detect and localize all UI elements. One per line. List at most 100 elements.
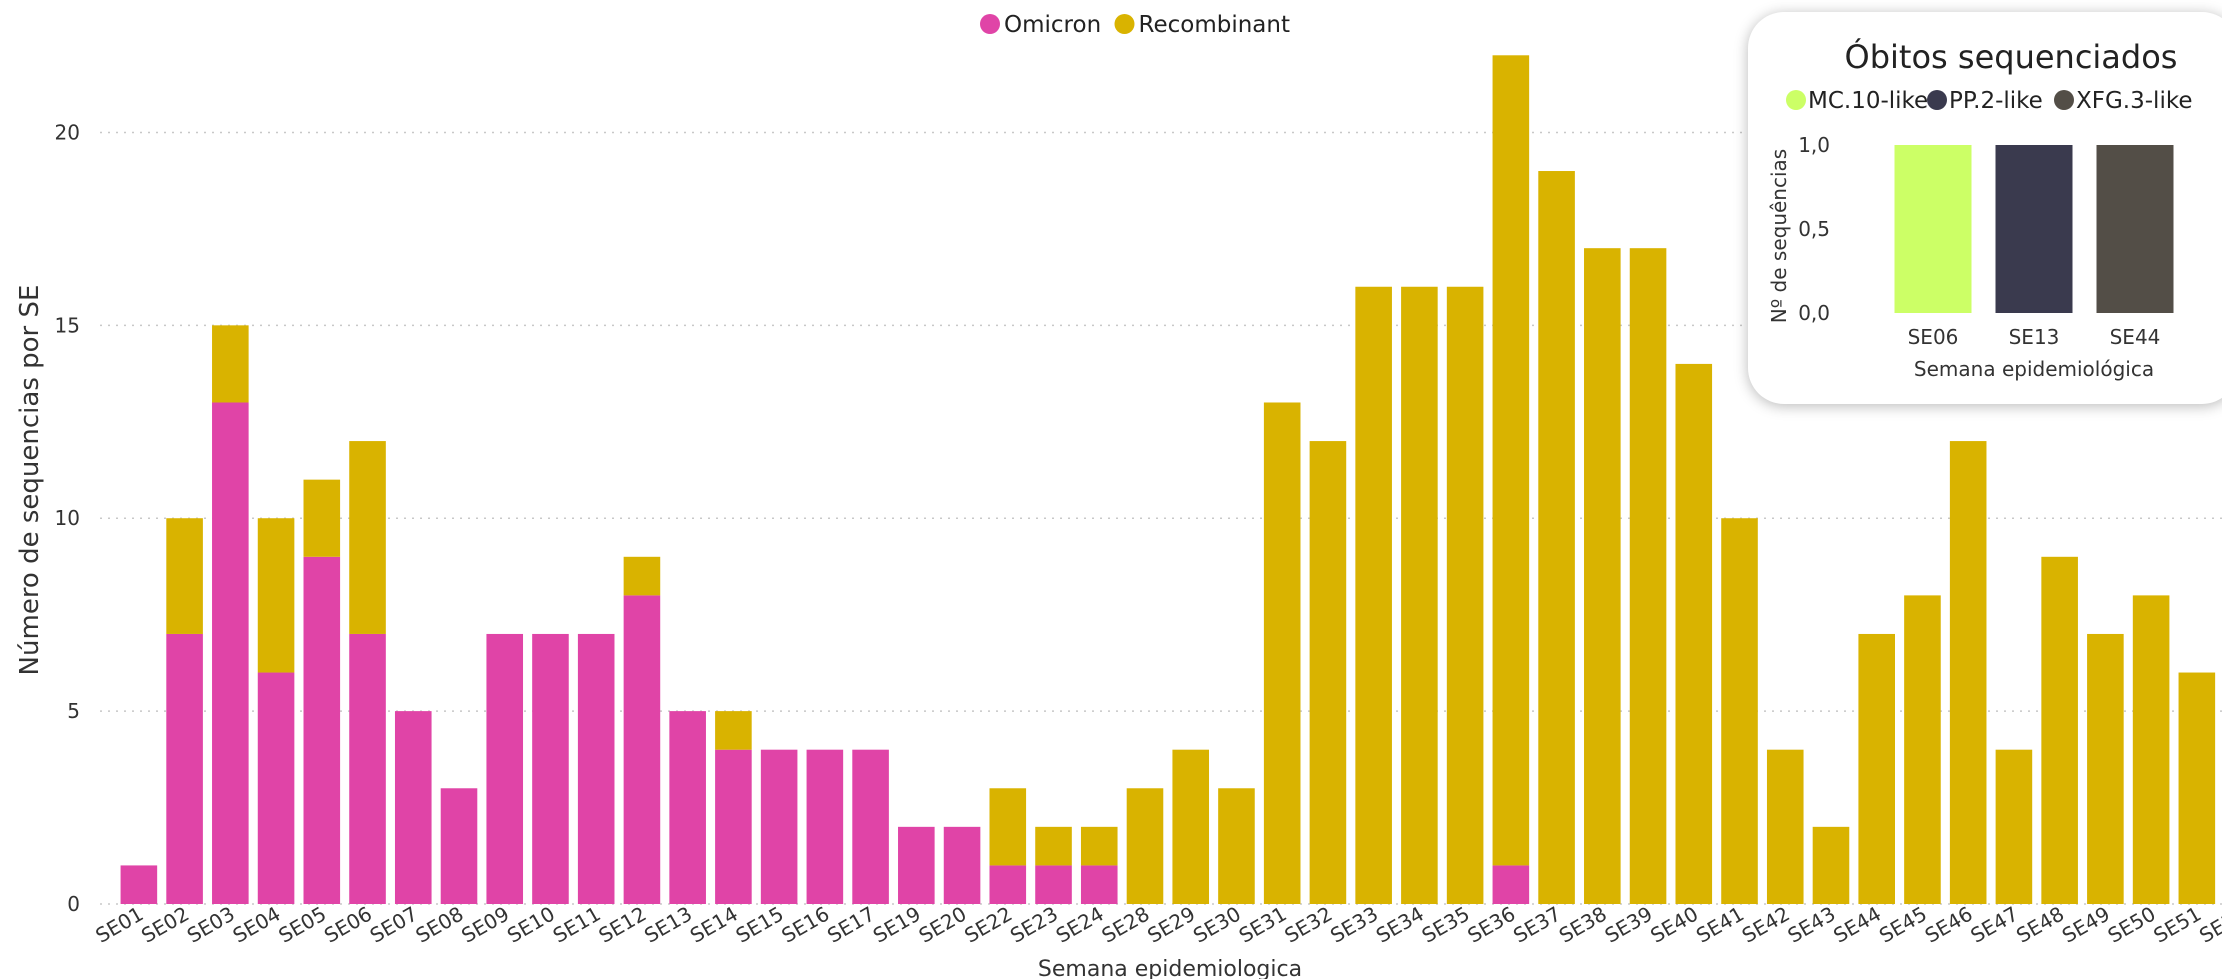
main-x-tick-label: SE49	[2058, 902, 2114, 948]
main-x-tick-label: SE32	[1280, 902, 1336, 948]
main-x-tick-label: SE34	[1372, 902, 1428, 948]
main-x-tick-label: SE13	[640, 902, 696, 948]
legend-label-omicron: Omicron	[1004, 12, 1101, 38]
bar-recombinant-se44	[1858, 633, 1896, 904]
main-y-axis-title: Número de sequencias por SE	[15, 285, 45, 676]
bar-recombinant-se28	[1126, 788, 1164, 904]
main-y-tick-label: 0	[67, 892, 80, 916]
bar-recombinant-se50	[2132, 595, 2170, 904]
bar-recombinant-se37	[1538, 171, 1575, 904]
inset-bars	[1894, 145, 2174, 313]
inset-legend-marker	[1786, 90, 1806, 110]
bar-recombinant-se51	[2178, 672, 2216, 904]
main-x-tick-label: SE37	[1509, 902, 1565, 948]
bar-recombinant-se40	[1675, 363, 1713, 904]
main-x-axis-ticks: SE01SE02SE03SE04SE05SE06SE07SE08SE09SE10…	[91, 902, 2222, 948]
main-x-tick-label: SE40	[1646, 902, 1702, 948]
main-x-tick-label: SE03	[183, 902, 239, 948]
bar-recombinant-se36	[1492, 55, 1530, 866]
main-x-tick-label: SE01	[91, 902, 147, 948]
inset-bar-se06	[1894, 145, 1972, 313]
main-y-tick-label: 5	[67, 699, 80, 723]
main-legend: Omicron Recombinant	[980, 12, 1290, 38]
main-x-tick-label: SE10	[503, 902, 559, 948]
bar-recombinant-se02	[166, 518, 203, 634]
bar-omicron-se06	[349, 633, 386, 904]
main-x-tick-label: SE43	[1784, 902, 1840, 948]
bar-recombinant-se47	[1995, 749, 2033, 904]
bar-omicron-se16	[806, 749, 844, 904]
inset-y-tick-label: 1,0	[1798, 133, 1830, 157]
inset-legend-label: MC.10-like	[1808, 88, 1928, 114]
main-x-tick-label: SE42	[1738, 902, 1794, 948]
main-y-axis-ticks: 0 5 10 15 20	[55, 120, 80, 916]
bar-recombinant-se30	[1218, 788, 1255, 904]
main-x-tick-label: SE44	[1829, 902, 1885, 948]
inset-legend-marker	[2054, 90, 2074, 110]
main-x-tick-label: SE23	[1006, 902, 1062, 948]
main-bars	[120, 55, 2216, 904]
main-x-tick-label: SE33	[1326, 902, 1382, 948]
bar-omicron-se15	[760, 749, 798, 904]
main-x-tick-label: SE24	[1052, 902, 1108, 948]
main-y-tick-label: 10	[55, 506, 80, 530]
legend-label-recombinant: Recombinant	[1139, 12, 1290, 38]
main-x-tick-label: SE28	[1098, 902, 1154, 948]
main-x-tick-label: SE07	[366, 902, 422, 948]
main-y-tick-label: 20	[55, 120, 80, 144]
inset-y-tick-label: 0,0	[1798, 301, 1830, 325]
main-x-tick-label: SE11	[549, 902, 605, 948]
main-x-tick-label: SE50	[2104, 902, 2160, 948]
main-x-tick-label: SE17	[823, 902, 879, 948]
inset-legend-label: PP.2-like	[1949, 88, 2043, 114]
bar-recombinant-se04	[257, 518, 295, 673]
main-x-tick-label: SE19	[869, 902, 925, 948]
bar-recombinant-se22	[989, 788, 1027, 866]
legend-marker-recombinant	[1114, 14, 1135, 34]
main-x-tick-label: SE30	[1189, 902, 1245, 948]
main-x-tick-label: SE39	[1601, 902, 1657, 948]
main-x-tick-label: SE12	[594, 902, 650, 948]
inset-x-tick-label: SE13	[2009, 325, 2060, 349]
inset-x-axis-ticks: SE06 SE13 SE44	[1908, 325, 2161, 349]
main-x-tick-label: SE29	[1143, 902, 1199, 948]
main-x-tick-label: SE46	[1921, 902, 1977, 948]
bar-omicron-se12	[623, 595, 661, 904]
bar-recombinant-se39	[1629, 248, 1667, 904]
bar-recombinant-se03	[212, 325, 249, 403]
bar-omicron-se23	[1035, 865, 1072, 904]
bar-omicron-se36	[1492, 865, 1530, 904]
inset-bar-chart: Óbitos sequenciados MC.10-like PP.2-like X…	[1767, 37, 2192, 381]
bar-omicron-se07	[394, 711, 432, 904]
main-y-tick-label: 15	[55, 313, 80, 337]
main-x-tick-label: SE20	[915, 902, 971, 948]
bar-recombinant-se05	[303, 479, 341, 557]
bar-recombinant-se42	[1766, 749, 1804, 904]
inset-legend-label: XFG.3-like	[2076, 88, 2192, 114]
bar-recombinant-se43	[1812, 826, 1850, 904]
main-x-tick-label: SE02	[137, 902, 193, 948]
bar-recombinant-se48	[2041, 556, 2078, 904]
main-x-tick-label: SE35	[1418, 902, 1474, 948]
main-x-tick-label: SE47	[1966, 902, 2022, 948]
bar-recombinant-se35	[1446, 286, 1484, 904]
bar-recombinant-se24	[1080, 826, 1118, 866]
main-x-tick-label: SE05	[274, 902, 330, 948]
main-x-tick-label: SE51	[2149, 902, 2205, 948]
inset-bar-se44	[2096, 145, 2174, 313]
inset-y-tick-label: 0,5	[1798, 217, 1830, 241]
bar-recombinant-se49	[2087, 633, 2124, 904]
main-x-tick-label: SE31	[1235, 902, 1291, 948]
bar-omicron-se22	[989, 865, 1027, 904]
inset-title: Óbitos sequenciados	[1845, 37, 2178, 76]
main-x-tick-label: SE52	[2195, 902, 2222, 948]
inset-legend: MC.10-like PP.2-like XFG.3-like	[1786, 88, 2192, 114]
bar-omicron-se14	[715, 749, 752, 904]
bar-recombinant-se46	[1949, 441, 1987, 904]
bar-recombinant-se45	[1904, 595, 1941, 904]
main-x-tick-label: SE14	[686, 902, 742, 948]
bar-recombinant-se23	[1035, 826, 1072, 866]
main-x-tick-label: SE04	[229, 902, 285, 948]
main-x-tick-label: SE45	[1875, 902, 1931, 948]
bar-recombinant-se06	[349, 441, 386, 634]
